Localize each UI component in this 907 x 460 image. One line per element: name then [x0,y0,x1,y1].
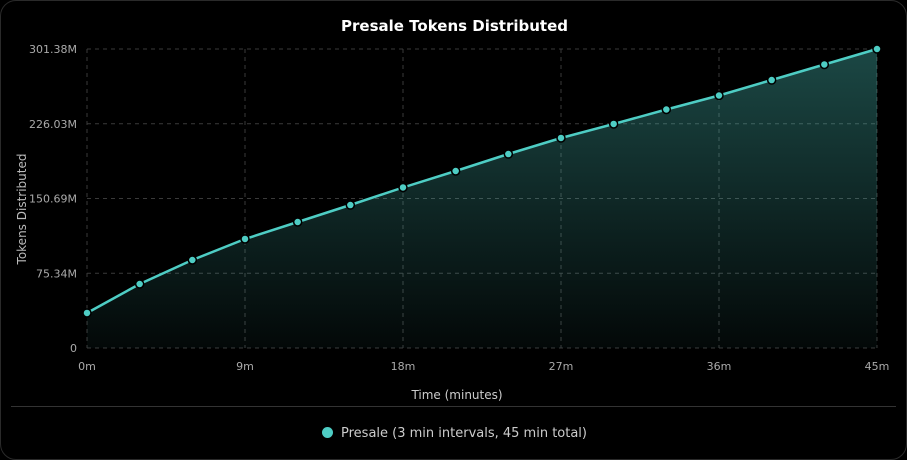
svg-text:0: 0 [70,342,77,355]
y-axis-ticks: 0 75.34M 150.69M 226.03M 301.38M [29,43,77,355]
svg-text:301.38M: 301.38M [29,43,77,56]
data-points [82,44,882,318]
svg-text:150.69M: 150.69M [29,193,77,206]
svg-text:36m: 36m [707,360,732,373]
svg-text:27m: 27m [549,360,574,373]
svg-text:0m: 0m [78,360,96,373]
x-axis-label: Time (minutes) [410,388,502,401]
x-axis-ticks: 0m 9m 18m 27m 36m 45m [78,360,889,373]
legend[interactable]: Presale (3 min intervals, 45 min total) [1,426,907,441]
svg-text:45m: 45m [865,360,890,373]
area-fill [87,49,877,348]
chart-title: Presale Tokens Distributed [341,17,568,35]
svg-text:226.03M: 226.03M [29,118,77,131]
svg-text:9m: 9m [236,360,254,373]
y-axis-label: Tokens Distributed [15,154,29,266]
legend-divider [11,406,896,407]
svg-text:18m: 18m [391,360,416,373]
svg-text:75.34M: 75.34M [36,267,77,280]
legend-label: Presale (3 min intervals, 45 min total) [341,426,587,441]
legend-swatch-icon [322,427,333,438]
data-line [86,47,878,315]
chart-plot: 0 75.34M 150.69M 226.03M 301.38M 0m 9m 18m 27m 3… [15,43,889,401]
